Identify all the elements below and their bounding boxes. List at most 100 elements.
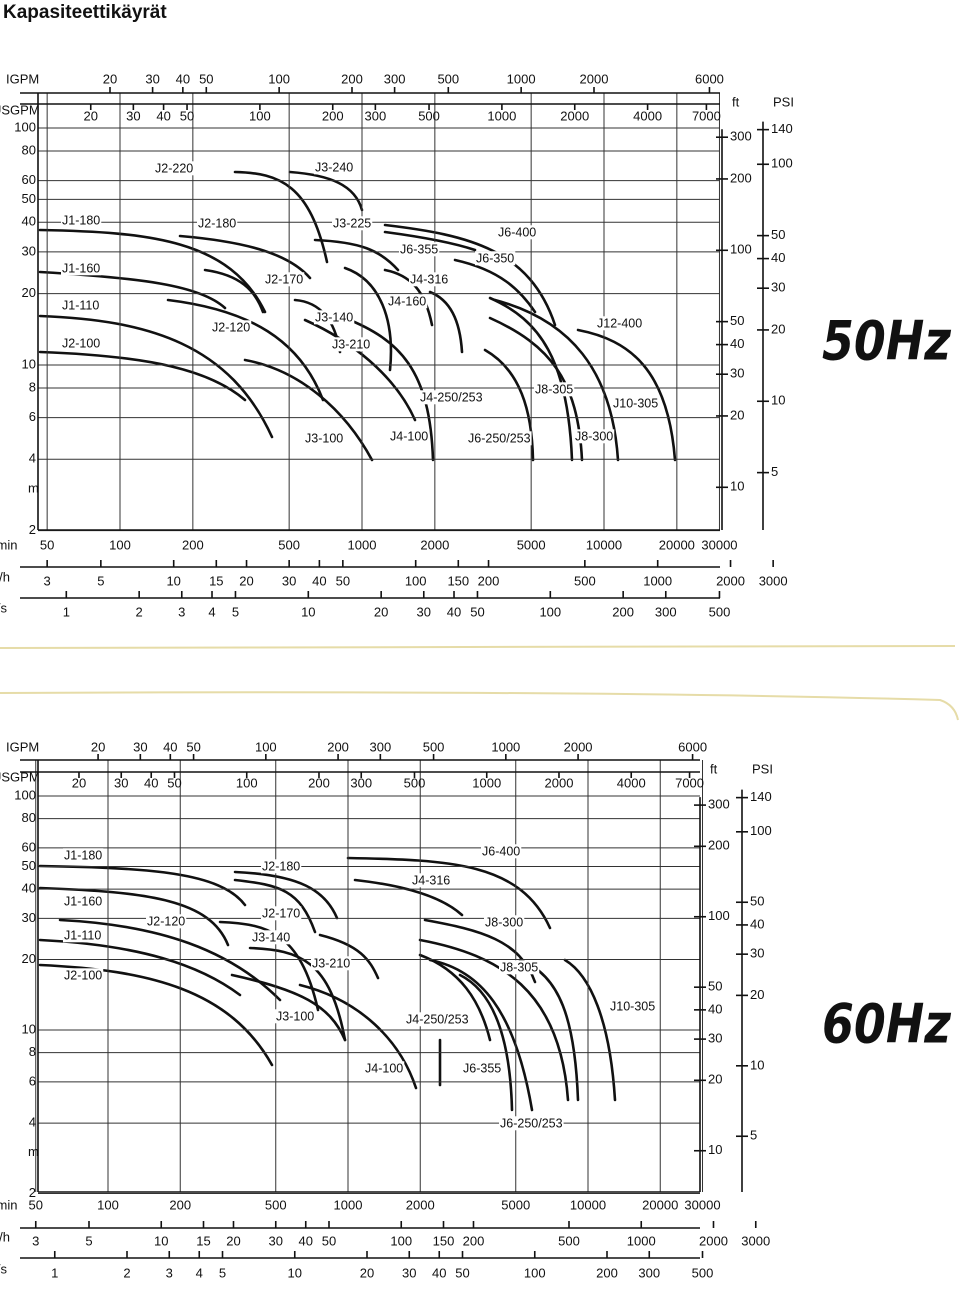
label-bg — [63, 968, 104, 983]
curve-label: J2-100 — [64, 968, 102, 982]
tick-label: 40 — [432, 1265, 446, 1280]
tick-label: 50 — [708, 979, 722, 994]
tick-label: 50 — [199, 71, 213, 86]
x-tick-label: 10000 — [570, 1197, 606, 1212]
curve-label: J8-300 — [485, 915, 523, 929]
tick-label: 2 — [123, 1265, 130, 1280]
label-bg — [311, 956, 352, 971]
curve-label: J3-210 — [332, 337, 370, 351]
label-bg — [612, 396, 660, 411]
x-tick-label: 30000 — [701, 537, 737, 552]
tick-label: 20 — [708, 1072, 722, 1087]
tick-label: 300 — [369, 739, 391, 754]
y-tick-label: 30 — [22, 243, 36, 258]
tick-label: 150 — [447, 573, 469, 588]
label-bg — [462, 1061, 503, 1076]
y-tick-label: 4 — [29, 451, 36, 466]
axis-label: l/min — [0, 1197, 17, 1212]
curve-label: J2-180 — [198, 216, 236, 230]
curve — [38, 886, 230, 947]
label-bg — [484, 915, 525, 930]
axis-label: m — [28, 1144, 39, 1159]
tick-label: 300 — [708, 797, 730, 812]
tick-label: 500 — [558, 1233, 580, 1248]
y-tick-label: 10 — [22, 356, 36, 371]
label-bg — [314, 310, 355, 325]
label-bg — [534, 382, 575, 397]
curve — [313, 238, 400, 272]
tick-label: 50 — [186, 739, 200, 754]
tick-label: 2000 — [580, 71, 609, 86]
tick-label: 5 — [97, 573, 104, 588]
x-tick-label: 20000 — [642, 1197, 678, 1212]
tick-label: 3000 — [759, 573, 788, 588]
tick-label: 5 — [750, 1128, 757, 1143]
label-bg — [389, 429, 430, 444]
tick-label: 20 — [771, 321, 785, 336]
x-tick-label: 1000 — [334, 1197, 363, 1212]
curve — [38, 350, 247, 402]
tick-label: 300 — [638, 1265, 660, 1280]
x-tick-label: 10000 — [586, 537, 622, 552]
y-tick-label: 100 — [14, 787, 36, 802]
tick-label: 20 — [239, 573, 253, 588]
tick-label: 100 — [524, 1265, 546, 1280]
tick-label: 30 — [708, 1031, 722, 1046]
label-bg — [364, 1061, 405, 1076]
y-tick-label: 6 — [29, 409, 36, 424]
label-bg — [499, 960, 540, 975]
axis-label: USGPM — [0, 769, 40, 784]
curve-label: J6-250/253 — [500, 1116, 563, 1130]
y-tick-label: 40 — [22, 881, 36, 896]
curve — [493, 298, 620, 462]
curve-label: J3-240 — [315, 160, 353, 174]
y-tick-label: 20 — [22, 285, 36, 300]
tick-label: 50 — [336, 573, 350, 588]
curve-label: J2-100 — [62, 336, 100, 350]
tick-label: 3 — [178, 604, 185, 619]
curve-label: J8-300 — [575, 429, 613, 443]
y-tick-label: 10 — [22, 1021, 36, 1036]
label-bg — [211, 320, 252, 335]
tick-label: 500 — [404, 775, 426, 790]
tick-label: 30 — [126, 108, 140, 123]
tick-label: 1000 — [472, 775, 501, 790]
tick-label: 6000 — [678, 739, 707, 754]
label-bg — [411, 873, 452, 888]
axis-label: m³/h — [0, 1229, 10, 1244]
label-bg — [399, 242, 440, 257]
axis-label: l/min — [0, 537, 17, 552]
curve — [488, 296, 574, 462]
tick-label: 6000 — [695, 71, 724, 86]
axis-label: l/s — [0, 1261, 8, 1276]
curve-label: J12-400 — [597, 316, 642, 330]
curve-label: J2-120 — [147, 914, 185, 928]
y-tick-label: 30 — [22, 910, 36, 925]
curve — [233, 170, 329, 264]
tick-label: 40 — [708, 1001, 722, 1016]
tick-label: 100 — [750, 823, 772, 838]
tick-label: 40 — [163, 739, 177, 754]
tick-label: 40 — [144, 775, 158, 790]
tick-label: 300 — [365, 108, 387, 123]
tick-label: 5 — [232, 604, 239, 619]
tick-label: 200 — [463, 1233, 485, 1248]
tick-label: 20 — [84, 108, 98, 123]
tick-label: 100 — [730, 242, 752, 257]
tick-label: 200 — [596, 1265, 618, 1280]
curve-label: J4-250/253 — [420, 390, 483, 404]
x-tick-label: 2000 — [420, 537, 449, 552]
tick-label: 20 — [360, 1265, 374, 1280]
tick-label: 30 — [145, 71, 159, 86]
curve — [383, 223, 557, 327]
tick-label: 200 — [341, 71, 363, 86]
curve — [353, 878, 464, 917]
label-bg — [574, 429, 615, 444]
curve — [166, 298, 325, 402]
tick-label: 200 — [327, 739, 349, 754]
tick-label: 4000 — [633, 108, 662, 123]
curve — [428, 958, 534, 1112]
curve — [318, 933, 380, 980]
frequency-label: 60Hz — [822, 992, 952, 1056]
tick-label: 40 — [176, 71, 190, 86]
